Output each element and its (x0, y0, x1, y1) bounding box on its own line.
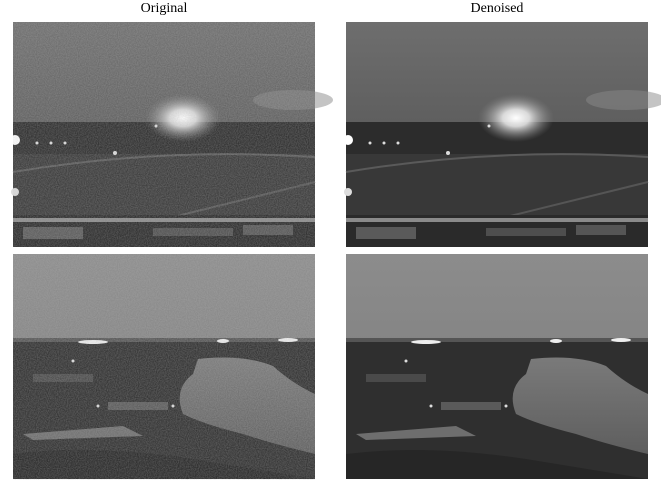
column-title: Original (141, 1, 188, 16)
denoised-image-top (342, 21, 661, 248)
denoised-image-bottom (346, 254, 648, 479)
original-image-top (9, 21, 334, 248)
original-image-bottom (13, 254, 315, 480)
column-title: Denoised (471, 1, 524, 16)
